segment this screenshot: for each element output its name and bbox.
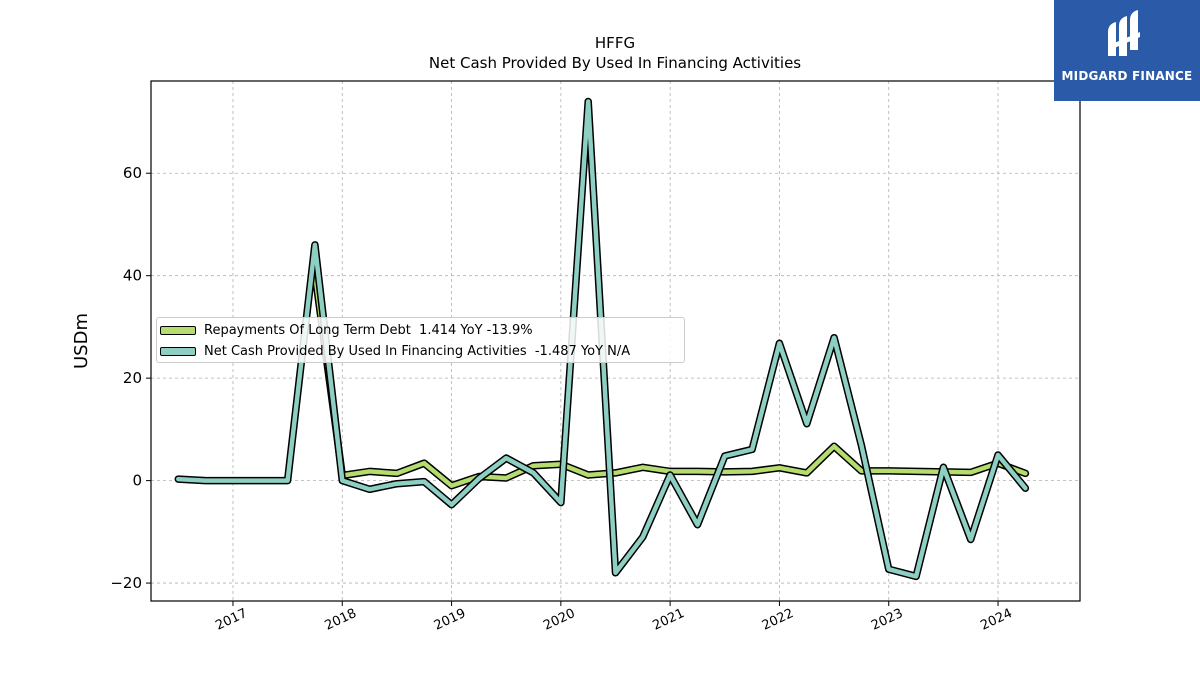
x-tick-label: 2022 — [760, 606, 796, 634]
y-tick-label: 60 — [123, 164, 142, 182]
x-tick-label: 2017 — [213, 606, 249, 634]
logo-text: MIDGARD FINANCE — [1061, 69, 1193, 83]
x-tick-label: 2018 — [323, 606, 359, 634]
x-tick-label: 2021 — [651, 606, 687, 634]
legend-swatch-repayments — [160, 325, 196, 335]
legend: Repayments Of Long Term Debt 1.414 YoY -… — [156, 317, 685, 363]
axes-frame — [150, 80, 1081, 602]
chart-title: HFFG — [595, 34, 635, 52]
logo-mark-icon — [1108, 10, 1140, 56]
x-tick-label: 2019 — [432, 606, 468, 634]
y-tick-label: 0 — [132, 472, 142, 490]
legend-swatch-net-cash — [160, 346, 196, 356]
legend-label-net-cash: Net Cash Provided By Used In Financing A… — [204, 343, 631, 359]
x-tick-label: 2020 — [541, 606, 577, 634]
y-axis-label: USDm — [71, 313, 92, 369]
legend-item-net-cash: Net Cash Provided By Used In Financing A… — [160, 341, 630, 361]
y-tick-label: 20 — [123, 369, 142, 387]
x-tick-label: 2023 — [869, 606, 905, 634]
legend-label-repayments: Repayments Of Long Term Debt 1.414 YoY -… — [204, 322, 533, 338]
y-tick-label: 40 — [123, 267, 142, 285]
x-tick-label: 2024 — [978, 606, 1014, 634]
chart-subtitle: Net Cash Provided By Used In Financing A… — [429, 54, 801, 72]
brand-logo: MIDGARD FINANCE — [1054, 0, 1200, 101]
legend-item-repayments: Repayments Of Long Term Debt 1.414 YoY -… — [160, 320, 533, 340]
axis-ticks: 2017 2018 2019 2020 2021 2022 2023 2024 −20 0 20 40… — [110, 164, 1014, 633]
y-tick-label: −20 — [110, 574, 142, 592]
